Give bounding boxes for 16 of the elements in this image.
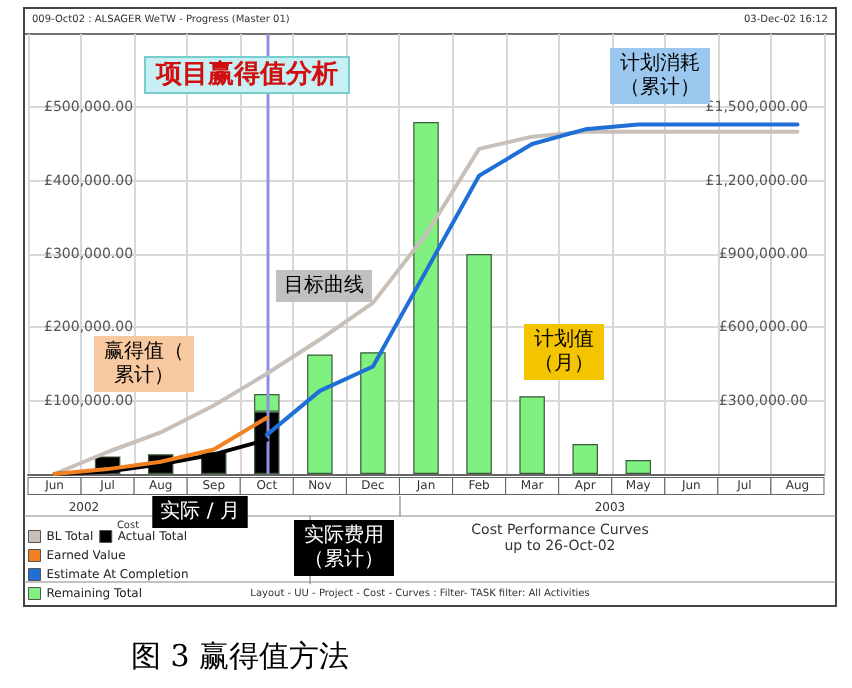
bar: [466, 254, 492, 474]
annotation: 赢得值（累计）: [104, 339, 184, 387]
bar: [307, 354, 333, 474]
line-series: [52, 415, 269, 476]
bar: [572, 443, 598, 474]
text: 实际 / 月: [160, 499, 240, 523]
text: 项目赢得值分析: [154, 58, 338, 90]
bar: [625, 460, 651, 474]
caption: 图 3 赢得值方法: [130, 638, 350, 674]
bar: [413, 122, 439, 474]
bar: [360, 352, 386, 474]
annotation: 目标曲线: [284, 273, 364, 297]
annotation: 计划值（月）: [534, 327, 594, 375]
bar: [519, 396, 545, 474]
annotation: 计划消耗（累计）: [620, 51, 700, 99]
text: 实际费用（累计）: [304, 523, 384, 571]
